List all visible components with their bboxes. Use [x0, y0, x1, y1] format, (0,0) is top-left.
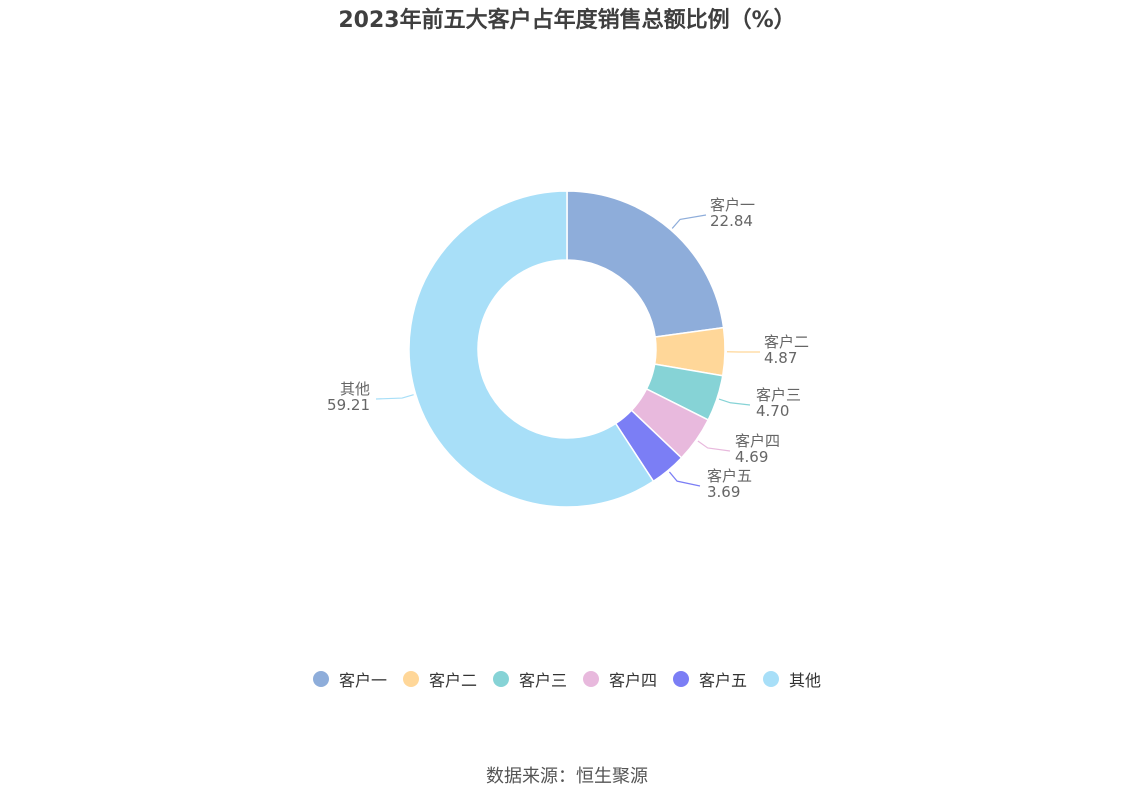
slice-label-name-客户二: 客户二 [764, 333, 809, 351]
slice-label-value-客户四: 4.69 [735, 448, 768, 466]
legend-swatch [763, 671, 780, 687]
legend-item-客户五[interactable]: 客户五 [673, 667, 747, 691]
slice-其他[interactable] [408, 190, 655, 508]
legend-item-客户二[interactable]: 客户二 [402, 667, 477, 691]
legend-item-客户四[interactable]: 客户四 [583, 667, 657, 691]
legend-swatch [673, 671, 690, 687]
leader-line-其他 [375, 394, 414, 400]
data-source: 数据来源：恒生聚源 [486, 766, 648, 787]
legend-swatch [312, 671, 329, 687]
legend-label: 客户二 [428, 671, 477, 690]
legend-swatch [402, 671, 419, 687]
leader-lines-group [375, 214, 761, 487]
slices-group [408, 190, 726, 508]
leader-line-客户五 [668, 471, 701, 487]
slice-label-name-客户四: 客户四 [735, 432, 780, 450]
slice-label-name-客户一: 客户一 [710, 196, 755, 214]
slice-label-value-客户一: 22.84 [710, 212, 753, 230]
legend-item-其他[interactable]: 其他 [763, 667, 821, 691]
chart-title: 2023年前五大客户占年度销售总额比例（%） [338, 8, 796, 33]
legend-label: 客户一 [338, 671, 387, 690]
slice-label-value-客户三: 4.70 [756, 402, 789, 420]
legend-item-客户三[interactable]: 客户三 [492, 667, 567, 691]
leader-line-客户四 [697, 440, 731, 452]
legend-label: 客户三 [518, 671, 567, 690]
legend-label: 其他 [789, 671, 822, 690]
legend-label: 客户四 [609, 671, 658, 690]
legend-swatch [492, 671, 509, 687]
slice-label-name-客户三: 客户三 [756, 386, 801, 404]
slice-label-value-客户二: 4.87 [764, 349, 797, 367]
legend: 客户一 客户二 客户三 客户四 客户五 其他 [0, 667, 1134, 691]
slice-label-value-其他: 59.21 [327, 396, 370, 414]
slice-客户一[interactable] [566, 190, 725, 338]
leader-line-客户一 [671, 214, 707, 229]
leader-line-客户三 [718, 398, 751, 406]
slice-label-value-客户五: 3.69 [707, 483, 740, 501]
legend-swatch [583, 671, 599, 687]
legend-item-客户一[interactable]: 客户一 [312, 667, 387, 691]
legend-label: 客户五 [699, 671, 748, 690]
slice-label-name-其他: 其他 [340, 380, 370, 398]
slice-label-name-客户五: 客户五 [707, 467, 752, 485]
